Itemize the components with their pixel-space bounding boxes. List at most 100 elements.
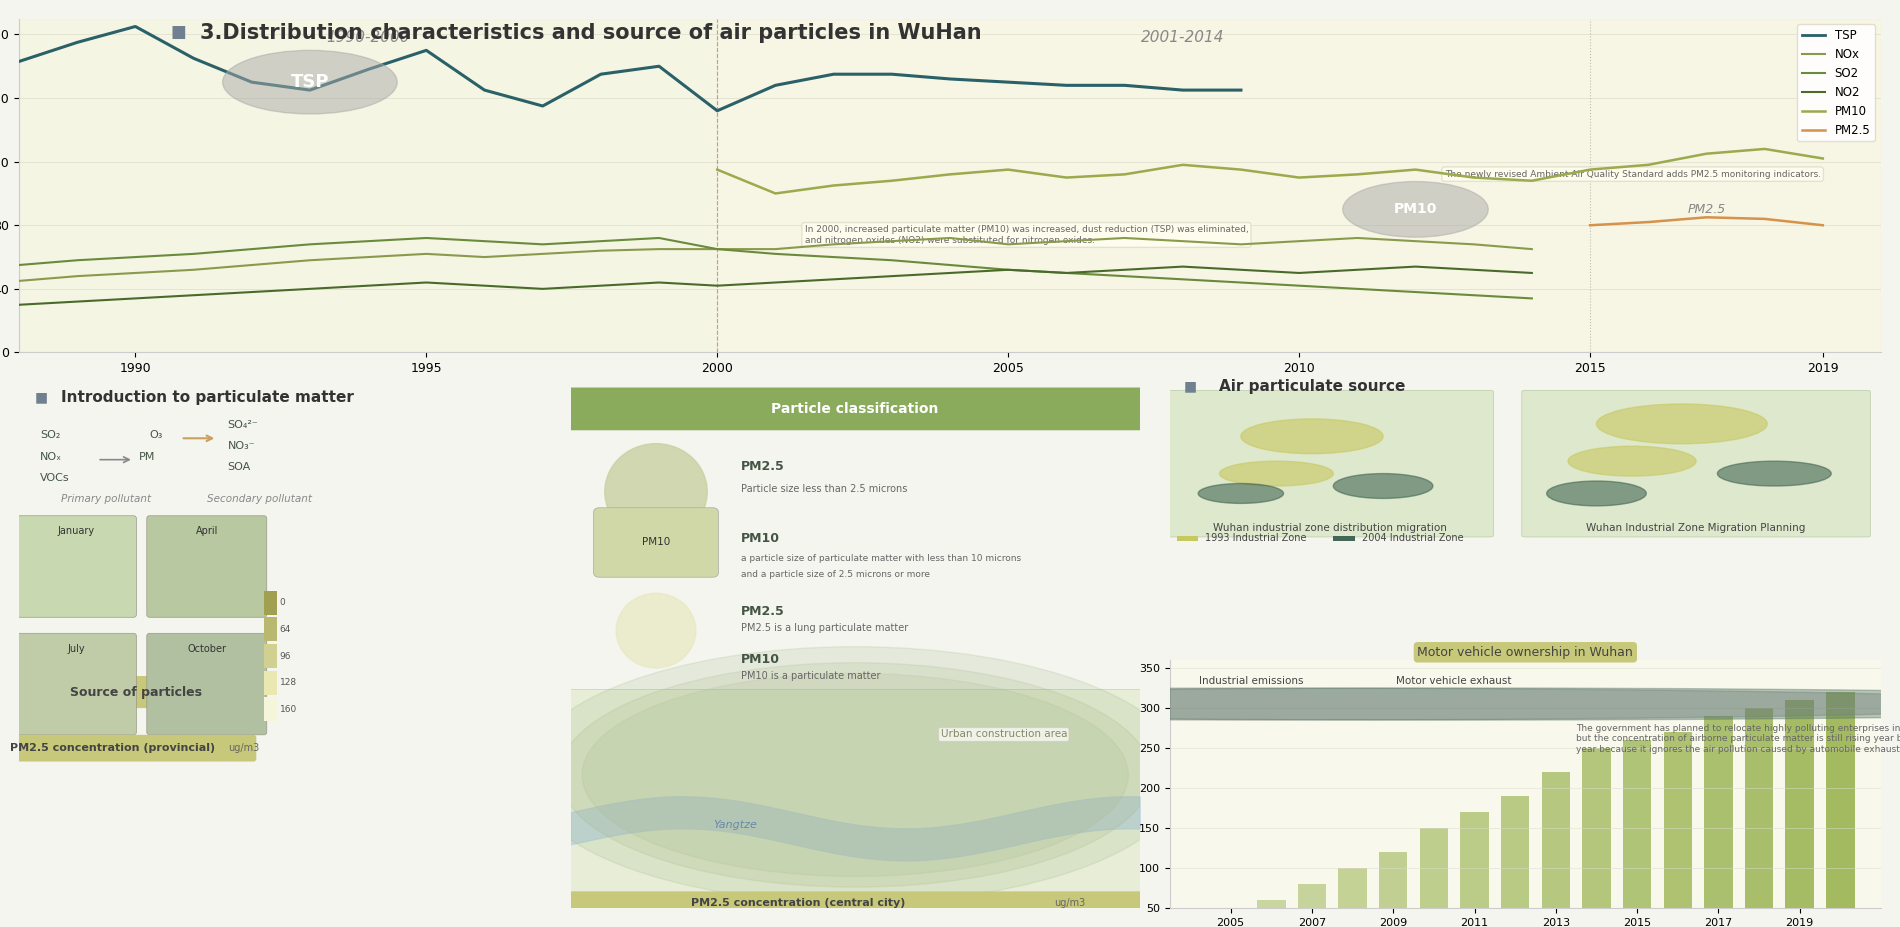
FancyBboxPatch shape <box>17 633 137 735</box>
Bar <box>1501 796 1530 927</box>
Text: PM2.5 concentration (provincial): PM2.5 concentration (provincial) <box>10 743 215 753</box>
Ellipse shape <box>1343 182 1488 237</box>
Text: PM2.5 concentration (central city): PM2.5 concentration (central city) <box>692 898 906 908</box>
Ellipse shape <box>1241 419 1383 453</box>
Text: a particle size of particulate matter with less than 10 microns: a particle size of particulate matter wi… <box>741 554 1022 564</box>
Text: SO₄²⁻: SO₄²⁻ <box>228 420 258 429</box>
Text: ■: ■ <box>34 390 48 404</box>
Bar <box>1461 812 1490 927</box>
Text: 2004 Industrial Zone: 2004 Industrial Zone <box>1362 533 1463 543</box>
Text: Motor vehicle exhaust: Motor vehicle exhaust <box>1396 676 1512 686</box>
Ellipse shape <box>1334 474 1433 499</box>
Text: 1990-2000: 1990-2000 <box>327 31 410 45</box>
FancyBboxPatch shape <box>564 690 1146 914</box>
Text: 64: 64 <box>279 625 291 634</box>
Bar <box>1176 536 1199 540</box>
Ellipse shape <box>1568 446 1697 476</box>
Text: Primary pollutant: Primary pollutant <box>61 494 150 504</box>
Text: 128: 128 <box>279 679 296 688</box>
Bar <box>264 671 277 694</box>
Text: O₃: O₃ <box>150 430 163 440</box>
Text: SO₂: SO₂ <box>40 430 61 440</box>
Text: Wuhan Industrial Zone Migration Planning: Wuhan Industrial Zone Migration Planning <box>1586 523 1805 533</box>
Ellipse shape <box>1547 481 1645 506</box>
Text: 3.Distribution characteristics and source of air particles in WuHan: 3.Distribution characteristics and sourc… <box>200 23 980 44</box>
FancyBboxPatch shape <box>146 515 266 617</box>
Ellipse shape <box>581 673 1129 876</box>
Text: NO₃⁻: NO₃⁻ <box>228 441 255 451</box>
Text: VOCs: VOCs <box>40 473 70 483</box>
Text: PM2.5: PM2.5 <box>1687 203 1725 216</box>
FancyBboxPatch shape <box>593 508 718 578</box>
Circle shape <box>642 688 1900 720</box>
Ellipse shape <box>524 647 1186 903</box>
Bar <box>264 697 277 721</box>
FancyBboxPatch shape <box>146 633 266 735</box>
Bar <box>1623 740 1651 927</box>
Text: 2001-2014: 2001-2014 <box>1142 31 1224 45</box>
Bar <box>264 617 277 641</box>
Bar <box>1419 829 1448 927</box>
Text: PM2.5 is a lung particulate matter: PM2.5 is a lung particulate matter <box>741 623 908 632</box>
Text: PM2.5: PM2.5 <box>741 604 785 617</box>
Ellipse shape <box>1718 461 1832 486</box>
Bar <box>1826 692 1854 927</box>
Text: April: April <box>196 527 218 537</box>
Text: Particle classification: Particle classification <box>771 402 939 416</box>
Text: ■: ■ <box>1184 379 1197 393</box>
Text: and a particle size of 2.5 microns or more: and a particle size of 2.5 microns or mo… <box>741 570 931 579</box>
Bar <box>1334 536 1355 540</box>
Text: October: October <box>188 644 226 654</box>
Text: 96: 96 <box>279 652 291 661</box>
FancyBboxPatch shape <box>17 676 256 708</box>
FancyBboxPatch shape <box>17 735 256 762</box>
FancyBboxPatch shape <box>17 515 137 617</box>
Bar <box>1379 852 1408 927</box>
Ellipse shape <box>1199 484 1284 503</box>
Bar <box>1664 732 1693 927</box>
FancyBboxPatch shape <box>568 387 1142 430</box>
Text: July: July <box>68 644 86 654</box>
Circle shape <box>604 444 707 540</box>
Text: In 2000, increased particulate matter (PM10) was increased, dust reduction (TSP): In 2000, increased particulate matter (P… <box>804 225 1248 245</box>
Text: ■: ■ <box>171 23 186 41</box>
Bar <box>718 19 1881 352</box>
FancyBboxPatch shape <box>1167 390 1493 537</box>
Text: PM10: PM10 <box>642 538 671 548</box>
Text: Air particulate source: Air particulate source <box>1220 379 1406 394</box>
Text: Introduction to particulate matter: Introduction to particulate matter <box>61 390 353 405</box>
Bar <box>1298 884 1326 927</box>
Bar <box>1583 748 1611 927</box>
Bar <box>1258 900 1286 927</box>
Text: Particle size less than 2.5 microns: Particle size less than 2.5 microns <box>741 484 908 494</box>
Bar <box>1786 700 1814 927</box>
Text: PM2.5: PM2.5 <box>741 461 785 474</box>
Text: Industrial emissions: Industrial emissions <box>1199 676 1303 686</box>
Text: 160: 160 <box>279 705 296 714</box>
Text: 1993 Industrial Zone: 1993 Industrial Zone <box>1205 533 1307 543</box>
Text: PM10: PM10 <box>1395 202 1436 216</box>
Text: Urban construction area: Urban construction area <box>940 730 1068 740</box>
Title: Motor vehicle ownership in Wuhan: Motor vehicle ownership in Wuhan <box>1417 646 1634 659</box>
Text: PM10 is a particulate matter: PM10 is a particulate matter <box>741 671 882 680</box>
Text: January: January <box>57 527 95 537</box>
Text: Wuhan industrial zone distribution migration: Wuhan industrial zone distribution migra… <box>1212 523 1446 533</box>
Bar <box>1338 869 1366 927</box>
Bar <box>1704 716 1733 927</box>
Text: The newly revised Ambient Air Quality Standard adds PM2.5 monitoring indicators.: The newly revised Ambient Air Quality St… <box>1444 170 1820 179</box>
Text: Yangtze: Yangtze <box>712 820 756 831</box>
Ellipse shape <box>1596 404 1767 444</box>
Text: PM10: PM10 <box>741 653 781 666</box>
Bar <box>1541 772 1569 927</box>
Text: SOA: SOA <box>228 463 251 473</box>
Text: PM10: PM10 <box>741 532 781 545</box>
Bar <box>264 644 277 668</box>
Text: 0: 0 <box>279 598 285 607</box>
Text: ug/m3: ug/m3 <box>228 743 258 753</box>
Text: ug/m3: ug/m3 <box>1054 898 1085 908</box>
Circle shape <box>439 688 1900 720</box>
Ellipse shape <box>559 663 1151 887</box>
Ellipse shape <box>1220 461 1334 486</box>
Bar <box>1216 908 1244 927</box>
Text: NOₓ: NOₓ <box>40 451 63 462</box>
